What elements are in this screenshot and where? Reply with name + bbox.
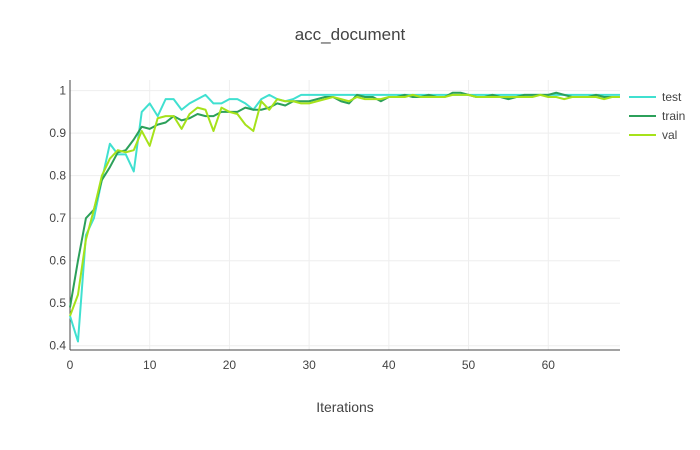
legend-item-test[interactable]: test <box>629 90 682 104</box>
x-tick-label: 50 <box>462 358 476 372</box>
x-tick-label: 20 <box>223 358 237 372</box>
legend-label: train <box>662 109 685 123</box>
tick-labels: 0.40.50.60.70.80.910 10 20 30 40 50 60 <box>49 84 555 372</box>
x-tick-label: 40 <box>382 358 396 372</box>
series-line-train <box>69 91 620 308</box>
legend-label: val <box>662 128 677 142</box>
y-tick-label: 0.9 <box>49 126 66 140</box>
x-axis-title: Iterations <box>316 399 374 415</box>
y-tick-label: 0.7 <box>49 211 66 225</box>
legend-item-train[interactable]: train <box>629 109 685 123</box>
x-tick-label: 60 <box>542 358 556 372</box>
legend-label: test <box>662 90 682 104</box>
x-tick-label: 0 <box>67 358 74 372</box>
y-tick-label: 0.4 <box>49 339 66 353</box>
y-tick-label: 1 <box>59 84 66 98</box>
chart-title: acc_document <box>295 25 406 44</box>
x-tick-label: 10 <box>143 358 157 372</box>
legend-item-val[interactable]: val <box>629 128 677 142</box>
y-tick-label: 0.5 <box>49 296 66 310</box>
y-tick-label: 0.6 <box>49 254 66 268</box>
x-tick-label: 30 <box>302 358 316 372</box>
grid-lines <box>70 80 620 350</box>
series-lines <box>69 91 620 343</box>
y-tick-label: 0.8 <box>49 169 66 183</box>
legend[interactable]: test train val <box>629 90 685 142</box>
series-line-val <box>69 93 620 317</box>
